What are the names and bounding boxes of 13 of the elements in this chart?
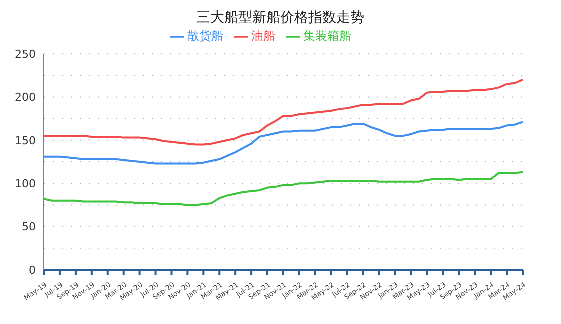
- y-tick-label: 200: [15, 91, 36, 104]
- y-tick-label: 250: [15, 48, 36, 61]
- y-tick-label: 100: [15, 178, 36, 191]
- line-series: [44, 78, 523, 146]
- legend-label: 集装箱船: [304, 29, 352, 43]
- chart-title: 三大船型新船价格指数走势: [196, 9, 366, 28]
- legend-label: 油船: [252, 29, 276, 43]
- line-series: [44, 171, 523, 206]
- line-series: [44, 121, 523, 165]
- y-tick-label: 0: [29, 264, 36, 277]
- y-tick-label: 50: [22, 220, 36, 234]
- y-tick-label: 150: [15, 134, 36, 148]
- legend-label: 散货船: [188, 29, 224, 43]
